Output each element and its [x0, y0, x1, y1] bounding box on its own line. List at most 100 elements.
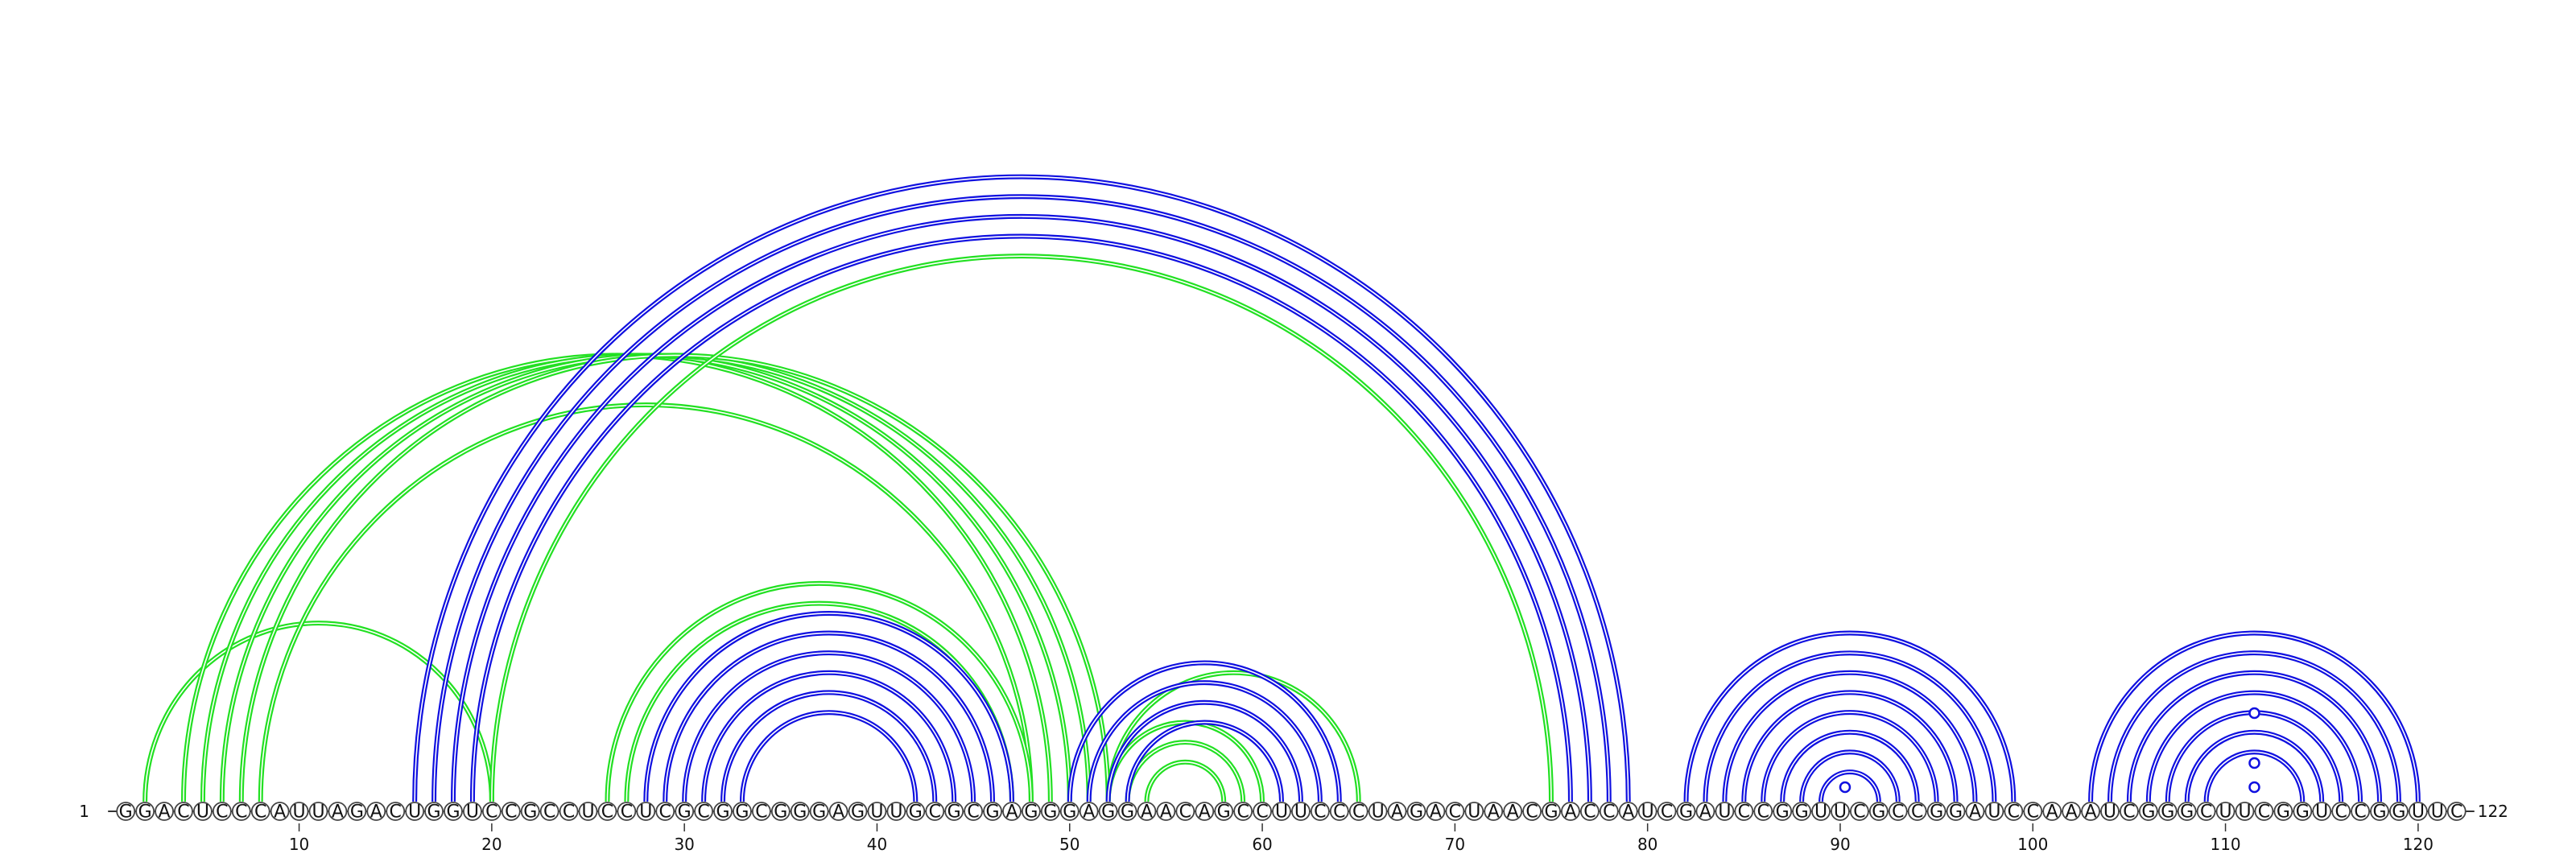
base-circle: [790, 802, 810, 821]
blue-arc-103-120-inner: [2090, 632, 2419, 802]
base-letter: U: [1988, 802, 2000, 823]
base-letter: C: [2027, 802, 2039, 823]
base-letter: C: [1603, 802, 1615, 823]
base-circle: [328, 802, 348, 821]
base-letter: C: [177, 802, 189, 823]
base-letter: G: [812, 802, 826, 823]
base-circle: [2215, 802, 2235, 821]
base-letter: A: [274, 802, 286, 823]
base-circle: [1040, 802, 1060, 821]
base-letter: A: [332, 802, 344, 823]
green-arc-52-65-inner: [1107, 671, 1360, 802]
base-circle: [135, 802, 155, 821]
tick-label: 120: [2403, 835, 2434, 854]
base-letter: G: [2296, 802, 2310, 823]
base-letter: C: [505, 802, 517, 823]
base-circle: [1117, 802, 1137, 821]
base-circle: [713, 802, 733, 821]
base-letter: C: [1892, 802, 1904, 823]
blue-arc-51-63-inner: [1088, 682, 1321, 802]
base-circle: [2004, 802, 2024, 821]
base-circle: [386, 802, 406, 821]
blue-arc-53-61-inner: [1126, 721, 1282, 802]
base-circle: [1233, 802, 1253, 821]
base-letter: C: [1583, 802, 1596, 823]
green-arc-20-75-inner: [491, 255, 1552, 802]
tick-label: 110: [2210, 835, 2240, 854]
base-letter: G: [678, 802, 691, 823]
base-circle: [1195, 802, 1215, 821]
start-position-label: 1: [79, 802, 89, 821]
base-letter: A: [2046, 802, 2058, 823]
base-circle: [1368, 802, 1388, 821]
base-letter: C: [1738, 802, 1750, 823]
base-letter: G: [138, 802, 152, 823]
base-circle: [2370, 802, 2389, 821]
base-circle: [1522, 802, 1542, 821]
base-circle: [2293, 802, 2313, 821]
base-circle: [770, 802, 791, 821]
base-circle: [1773, 802, 1793, 821]
base-letter: A: [1430, 802, 1442, 823]
base-circle: [1618, 802, 1638, 821]
base-letter: C: [621, 802, 633, 823]
base-letter: U: [408, 802, 421, 823]
base-circle: [2389, 802, 2409, 821]
base-letter: C: [2200, 802, 2212, 823]
green-arc-54-58-inner: [1146, 761, 1225, 802]
base-circle: [2157, 802, 2178, 821]
base-letter: G: [1063, 802, 1076, 823]
base-circle: [2235, 802, 2255, 821]
blue-arc-109-114-inner: [2205, 751, 2304, 802]
base-circle: [270, 802, 290, 821]
base-letter: A: [1141, 802, 1153, 823]
base-letter: A: [1507, 802, 1519, 823]
blue-arc-84-97-inner: [1724, 671, 1976, 802]
base-circle: [848, 802, 868, 821]
base-circle: [1542, 802, 1561, 821]
base-circle: [809, 802, 829, 821]
blue-arc-85-96-inner: [1743, 691, 1957, 802]
base-circle: [1734, 802, 1754, 821]
base-circle: [444, 802, 463, 821]
base-circle: [481, 802, 502, 821]
base-circle: [636, 802, 656, 821]
base-circle: [1579, 802, 1600, 821]
blue-arc-29-46: [663, 630, 996, 802]
base-letter: U: [1468, 802, 1480, 823]
green-arc-7-52-inner: [240, 354, 1109, 802]
base-letter: A: [159, 802, 171, 823]
base-circle: [867, 802, 887, 821]
base-circle: [539, 802, 559, 821]
base-letter: C: [2354, 802, 2366, 823]
base-letter: U: [2103, 802, 2116, 823]
base-letter: A: [1699, 802, 1711, 823]
green-arc-54-58: [1144, 759, 1227, 802]
base-circle: [1426, 802, 1446, 821]
base-circle: [174, 802, 193, 821]
blue-arc-31-44-inner: [703, 671, 955, 802]
tick-label: 60: [1252, 835, 1272, 854]
base-letter: G: [2141, 802, 2155, 823]
base-circle: [1965, 802, 1985, 821]
base-circle: [1464, 802, 1484, 821]
base-circle: [2120, 802, 2139, 821]
base-letter: G: [427, 802, 441, 823]
green-arc-26-48-inner: [606, 583, 1032, 802]
base-circle: [944, 802, 964, 821]
base-letter: G: [1544, 802, 1558, 823]
base-letter: U: [2431, 802, 2444, 823]
base-circle: [1849, 802, 1869, 821]
arcs-layer: [142, 174, 2421, 802]
base-circle: [1059, 802, 1080, 821]
tick-label: 90: [1830, 835, 1850, 854]
base-letter: A: [1083, 802, 1095, 823]
base-circle: [964, 802, 984, 821]
blue-arc-33-42-inner: [741, 712, 917, 802]
blue-arc-82-99-inner: [1685, 632, 2015, 802]
tick-label: 10: [289, 835, 309, 854]
base-circle: [655, 802, 675, 821]
base-circle: [925, 802, 945, 821]
base-letter: U: [1294, 802, 1307, 823]
